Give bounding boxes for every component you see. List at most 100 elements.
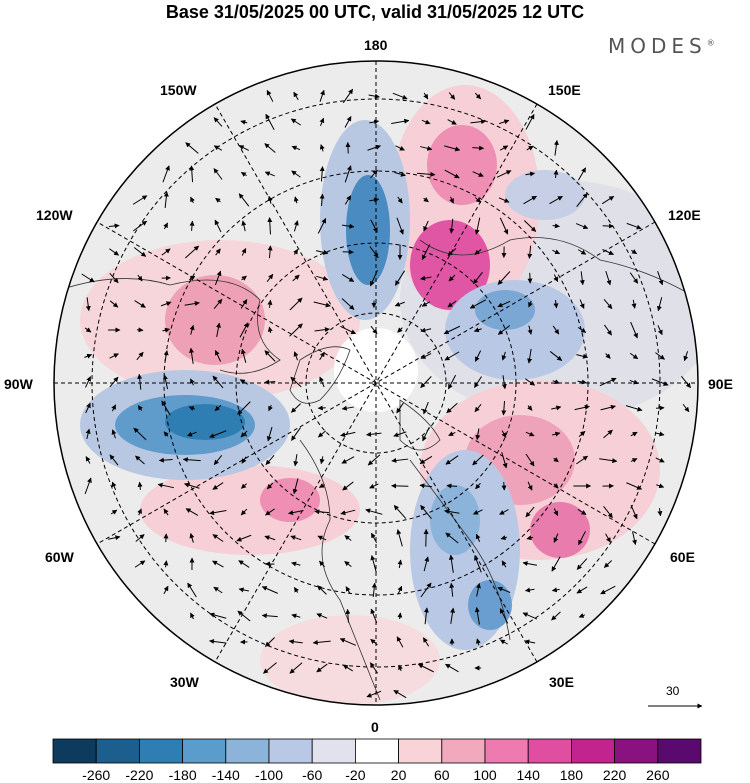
wind-vector-arrow bbox=[575, 223, 589, 230]
colorbar-swatch bbox=[95, 738, 140, 764]
wind-vector-arrow bbox=[266, 426, 273, 442]
colorbar-swatch bbox=[354, 738, 399, 764]
wind-vector-arrow bbox=[266, 482, 274, 490]
wind-vector-arrow bbox=[293, 91, 299, 101]
wind-vector-arrow bbox=[552, 325, 560, 335]
wind-vector-arrow bbox=[214, 219, 222, 233]
wind-vector-arrow bbox=[370, 325, 378, 335]
wind-vector-arrow bbox=[184, 301, 200, 306]
wind-vector-arrow bbox=[240, 299, 248, 309]
wind-vector-arrow bbox=[601, 195, 615, 205]
wind-vector-arrow bbox=[137, 481, 143, 490]
wind-vector-arrow bbox=[525, 506, 535, 518]
wind-vector-arrow bbox=[163, 222, 169, 230]
wind-vector-arrow bbox=[393, 431, 407, 438]
wind-vector-arrow bbox=[213, 145, 223, 151]
wind-vector-arrow bbox=[474, 607, 480, 625]
wind-vector-arrow bbox=[657, 508, 663, 517]
wind-vector-arrow bbox=[215, 248, 221, 256]
modes-logo: MODES® bbox=[608, 34, 715, 58]
wind-vector-arrow bbox=[525, 114, 535, 130]
wind-vector-arrow bbox=[241, 220, 247, 232]
wind-vector-arrow bbox=[394, 270, 406, 286]
wind-vector-arrow bbox=[135, 455, 145, 465]
wind-vector-arrow bbox=[553, 300, 559, 309]
negative-anomaly-area bbox=[505, 170, 585, 220]
wind-vector-arrow bbox=[417, 663, 434, 673]
colorbar-swatch bbox=[268, 738, 313, 764]
wind-vector-arrow bbox=[472, 145, 485, 151]
wind-vector-arrow bbox=[655, 431, 665, 437]
wind-vector-arrow bbox=[525, 431, 535, 437]
wind-vector-arrow bbox=[423, 92, 429, 100]
wind-vector-arrow bbox=[109, 353, 119, 359]
wind-vector-arrow bbox=[367, 144, 381, 151]
wind-vector-arrow bbox=[290, 376, 302, 388]
colorbar-tick-label: 140 bbox=[516, 767, 540, 783]
colorbar-tick-label: -20 bbox=[345, 767, 366, 783]
colorbar-tick-label: -180 bbox=[168, 767, 197, 783]
colorbar-tick-label: -260 bbox=[82, 767, 111, 783]
wind-vector-arrow bbox=[626, 222, 642, 230]
positive-anomaly-area bbox=[260, 615, 440, 705]
wind-vector-arrow bbox=[241, 275, 247, 281]
wind-vector-arrow bbox=[213, 117, 223, 127]
colorbar-tick-label: -220 bbox=[125, 767, 154, 783]
reference-vector-label: 30 bbox=[666, 684, 680, 698]
wind-vector-arrow bbox=[240, 508, 248, 516]
wind-vector-arrow bbox=[603, 298, 613, 310]
wind-vector-arrow bbox=[445, 532, 459, 544]
wind-vector-arrow bbox=[185, 142, 199, 154]
wind-vector-arrow bbox=[340, 325, 357, 335]
wind-vector-arrow bbox=[369, 483, 379, 489]
wind-vector-arrow bbox=[317, 535, 327, 541]
wind-vector-arrow bbox=[499, 639, 508, 645]
wind-vector-arrow bbox=[238, 560, 250, 568]
wind-vector-arrow bbox=[447, 119, 457, 125]
wind-vector-arrow bbox=[267, 195, 273, 204]
wind-vector-arrow bbox=[499, 509, 509, 515]
wind-vector-arrow bbox=[396, 402, 404, 414]
wind-vector-arrow bbox=[110, 509, 118, 515]
wind-vector-arrow bbox=[553, 508, 559, 516]
wind-vector-arrow bbox=[212, 482, 224, 490]
wind-vector-arrow bbox=[577, 509, 587, 515]
wind-vector-arrow bbox=[189, 165, 195, 183]
wind-vector-arrow bbox=[187, 582, 197, 598]
wind-vector-arrow bbox=[342, 88, 354, 104]
wind-vector-arrow bbox=[420, 275, 432, 281]
wind-vector-arrow bbox=[315, 249, 329, 255]
wind-vector-arrow bbox=[551, 611, 561, 621]
wind-vector-arrow bbox=[576, 353, 589, 359]
wind-vector-arrow bbox=[473, 271, 483, 285]
wind-vector-arrow bbox=[600, 585, 616, 595]
wind-vector-arrow bbox=[474, 249, 482, 255]
wind-vector-arrow bbox=[134, 560, 146, 568]
wind-vector-arrow bbox=[469, 299, 487, 309]
wind-vector-arrow bbox=[370, 169, 378, 179]
wind-vector-arrow bbox=[319, 376, 325, 388]
wind-vector-arrow bbox=[319, 456, 325, 465]
wind-vector-arrow bbox=[366, 431, 382, 437]
wind-vector-arrow bbox=[236, 534, 252, 542]
wind-vector-arrow bbox=[109, 376, 119, 388]
wind-vector-arrow bbox=[209, 430, 227, 438]
wind-vector-arrow bbox=[213, 298, 223, 310]
wind-vector-arrow bbox=[365, 508, 383, 515]
wind-vector-arrow bbox=[237, 401, 251, 415]
wind-vector-arrow bbox=[603, 505, 613, 519]
wind-vector-arrow bbox=[289, 323, 303, 337]
wind-vector-arrow bbox=[472, 509, 483, 515]
wind-vector-arrow bbox=[524, 639, 536, 645]
wind-vector-arrow bbox=[472, 171, 484, 177]
colorbar-swatch bbox=[571, 738, 616, 764]
wind-vector-arrow bbox=[84, 353, 93, 359]
wind-vector-arrow bbox=[396, 217, 404, 235]
wind-vector-arrow bbox=[552, 249, 561, 255]
wind-vector-arrow bbox=[292, 274, 300, 282]
wind-vector-arrow bbox=[423, 556, 430, 572]
wind-vector-arrow bbox=[651, 378, 669, 386]
wind-vector-arrow bbox=[367, 454, 381, 466]
wind-vector-arrow bbox=[523, 195, 537, 205]
wind-vector-arrow bbox=[291, 145, 301, 151]
